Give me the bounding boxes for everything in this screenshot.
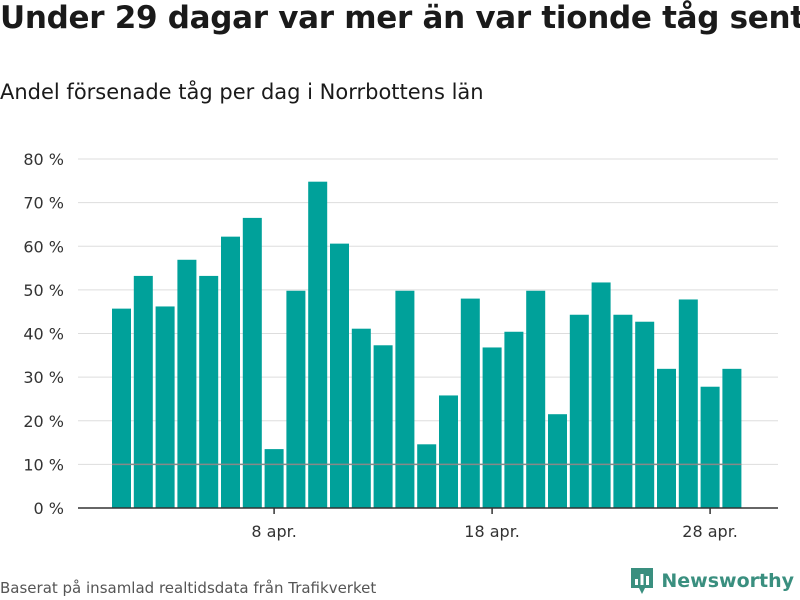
- bar: [439, 395, 458, 508]
- y-tick-label: 30 %: [23, 368, 64, 387]
- bar: [221, 236, 240, 508]
- bar: [635, 321, 655, 508]
- y-tick-label: 0 %: [34, 499, 64, 518]
- bar: [548, 414, 567, 508]
- x-tick-label: 8 apr.: [251, 522, 296, 541]
- y-tick-label: 10 %: [23, 455, 64, 474]
- bar: [199, 275, 219, 508]
- brand-logo: Newsworthy: [629, 566, 794, 596]
- bar: [177, 259, 197, 508]
- x-tick-label: 28 apr.: [682, 522, 738, 541]
- y-tick-label: 70 %: [23, 194, 64, 213]
- brand-name: Newsworthy: [661, 570, 794, 592]
- x-tick-label: 18 apr.: [464, 522, 520, 541]
- bar: [460, 298, 480, 508]
- bar: [112, 308, 131, 508]
- bar: [526, 290, 546, 508]
- y-tick-label: 80 %: [23, 150, 64, 169]
- bar: [482, 347, 502, 508]
- bar: [591, 282, 611, 508]
- bar: [286, 290, 306, 508]
- bar: [133, 275, 153, 508]
- bar-chart-logo-icon: [631, 568, 654, 594]
- bar: [395, 290, 415, 508]
- bar: [308, 181, 328, 508]
- chart-subtitle: Andel försenade tåg per dag i Norrbotten…: [0, 80, 484, 104]
- bar: [373, 345, 393, 508]
- bar: [569, 314, 589, 508]
- bar-chart: 0 % 10 % 20 % 30 % 40 % 50 % 60 % 70 % 80 % 8 apr…: [23, 150, 778, 541]
- bar: [351, 328, 371, 508]
- bar: [417, 444, 437, 508]
- y-tick-label: 60 %: [23, 237, 64, 256]
- y-tick-label: 40 %: [23, 325, 64, 344]
- bar: [155, 306, 175, 508]
- bar: [504, 331, 524, 508]
- source-note: Baserat på insamlad realtidsdata från Tr…: [0, 579, 377, 597]
- bar: [657, 368, 676, 508]
- bar: [722, 368, 742, 508]
- bar: [242, 217, 262, 509]
- bar: [613, 314, 633, 508]
- bar: [678, 299, 698, 508]
- bar: [330, 243, 349, 508]
- bar: [264, 449, 284, 508]
- chart-title: Under 29 dagar var mer än var tionde tåg…: [0, 0, 800, 36]
- bar: [700, 386, 720, 508]
- y-tick-label: 20 %: [23, 412, 64, 431]
- y-tick-label: 50 %: [23, 281, 64, 300]
